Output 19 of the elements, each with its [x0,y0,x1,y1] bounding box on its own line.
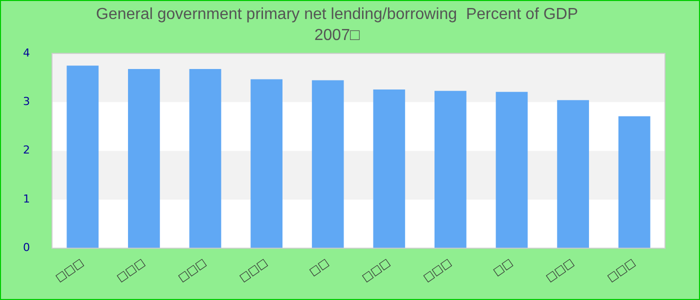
bar [128,68,160,248]
y-tick-label: 3 [23,94,30,108]
x-tick-label: □□ [490,256,516,278]
bar [66,66,99,248]
chart-subtitle: 2007□ [314,27,360,44]
bar [618,116,650,248]
bar [250,79,282,248]
y-tick-label: 1 [23,192,30,206]
y-tick-label: 4 [23,46,30,60]
bar [312,80,344,248]
bar [434,90,466,248]
bar [373,89,406,248]
chart-title: General government primary net lending/borrowing Percent of GDP [96,6,578,24]
bar [189,68,222,248]
y-tick-label: 2 [23,144,30,157]
bar [557,100,589,248]
bar [496,92,528,248]
x-tick-label: □□ [306,256,332,278]
y-tick-label: 0 [23,241,30,254]
